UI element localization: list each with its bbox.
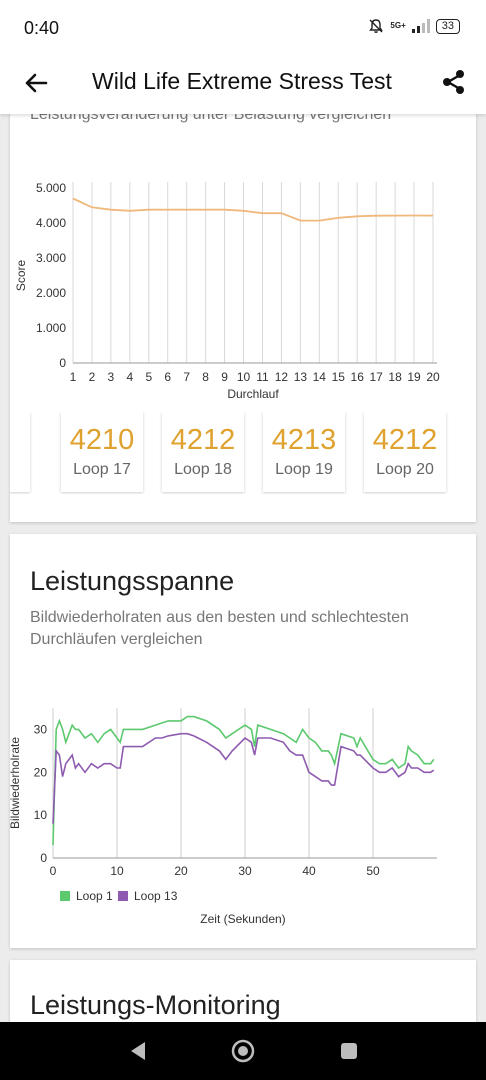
bell-off-icon <box>369 19 384 33</box>
loop-card[interactable]: 4212 Loop 20 <box>364 412 446 492</box>
x-tick-label: 9 <box>221 370 228 384</box>
x-tick-label: 7 <box>183 370 190 384</box>
back-arrow-icon[interactable] <box>22 69 50 97</box>
x-tick-label: 11 <box>256 370 269 384</box>
x-tick-label: 17 <box>369 370 383 384</box>
x-tick-label: 14 <box>313 370 327 384</box>
legend-label: Loop 1 <box>76 889 113 903</box>
y-tick-label: 20 <box>34 765 48 779</box>
x-tick-label: 15 <box>332 370 346 384</box>
loop-card[interactable]: 4210 Loop 17 <box>61 412 143 492</box>
nav-recents-icon[interactable] <box>340 1042 358 1060</box>
performance-range-card: Leistungsspanne Bildwiederholraten aus d… <box>10 534 476 948</box>
legend-swatch <box>60 891 70 901</box>
y-tick-label: 2.000 <box>36 286 66 300</box>
x-tick-label: 30 <box>238 864 252 878</box>
share-icon[interactable] <box>440 68 468 96</box>
x-tick-label: 10 <box>110 864 124 878</box>
status-bar: 0:40 5G+ 33 <box>0 0 486 56</box>
x-tick-label: 3 <box>108 370 115 384</box>
y-tick-label: 0 <box>40 851 47 865</box>
y-tick-label: 3.000 <box>36 251 66 265</box>
x-tick-label: 12 <box>275 370 289 384</box>
performance-change-card: Leistungsveränderung unter Belastung ver… <box>10 100 476 522</box>
x-tick-label: 19 <box>407 370 421 384</box>
x-tick-label: 16 <box>351 370 365 384</box>
performance-range-subtitle: Bildwiederholraten aus den besten und sc… <box>30 609 409 648</box>
x-tick-label: 18 <box>388 370 402 384</box>
loop-score: 4212 <box>170 424 236 456</box>
loop-label: Loop 19 <box>275 461 333 478</box>
x-tick-label: 6 <box>164 370 171 384</box>
signal-icon <box>411 19 430 33</box>
status-time: 0:40 <box>24 18 60 38</box>
performance-monitoring-title: Leistungs-Monitoring <box>30 990 281 1020</box>
x-tick-label: 20 <box>426 370 440 384</box>
nav-back-icon[interactable] <box>128 1040 148 1062</box>
score-chart: 1 2 3 4 5 6 7 8 9 10 11 12 13 14 15 16 17 18 19 2001.0002.0… <box>14 181 440 401</box>
loop-label: Loop 17 <box>73 461 131 478</box>
x-tick-label: 13 <box>294 370 308 384</box>
status-icons: 5G+ 33 <box>368 18 460 34</box>
loop-score: 4212 <box>372 424 438 456</box>
x-tick-label: 10 <box>237 370 251 384</box>
loop-card[interactable]: 4212 Loop 18 <box>162 412 244 492</box>
x-tick-label: 8 <box>202 370 209 384</box>
page-title: Wild Life Extreme Stress Test <box>92 68 392 94</box>
y-tick-label: 4.000 <box>36 216 66 230</box>
x-tick-label: 40 <box>302 864 316 878</box>
y-axis-label: Score <box>14 260 28 292</box>
x-tick-label: 1 <box>70 370 77 384</box>
loop-score: 4210 <box>69 424 135 456</box>
x-axis-label: Zeit (Sekunden) <box>200 912 285 926</box>
x-tick-label: 5 <box>145 370 152 384</box>
loop-card-partial[interactable] <box>10 412 30 492</box>
y-tick-label: 30 <box>34 722 48 736</box>
y-tick-label: 10 <box>34 808 48 822</box>
loop-label: Loop 20 <box>376 461 434 478</box>
series-line-2 <box>52 732 435 824</box>
loop-label: Loop 18 <box>174 461 232 478</box>
x-tick-label: 4 <box>126 370 133 384</box>
x-tick-label: 0 <box>50 864 57 878</box>
app-bar: Wild Life Extreme Stress Test <box>0 56 486 114</box>
loop-score: 4213 <box>271 424 337 456</box>
network-type: 5G+ <box>390 21 406 30</box>
x-tick-label: 50 <box>366 864 380 878</box>
y-axis-label: Bildwiederholrate <box>10 737 22 829</box>
y-tick-label: 5.000 <box>36 181 66 195</box>
x-axis-label: Durchlauf <box>227 387 279 401</box>
loop-scores-row: 4210 Loop 17 4212 Loop 18 4213 Loop 19 4… <box>10 412 476 494</box>
battery-indicator: 33 <box>435 18 460 34</box>
y-tick-label: 0 <box>59 356 66 370</box>
framerate-chart: 0 10 20 30 40 50 0 10 20 30 Bildwiederholrate Zeit … <box>10 708 437 926</box>
series-line-1 <box>52 715 435 846</box>
x-tick-label: 20 <box>174 864 188 878</box>
x-tick-label: 2 <box>89 370 96 384</box>
score-series-line <box>72 197 434 222</box>
y-tick-label: 1.000 <box>36 321 66 335</box>
performance-range-title: Leistungsspanne <box>30 566 235 596</box>
legend-label: Loop 13 <box>134 889 178 903</box>
navigation-bar <box>0 1022 486 1080</box>
legend-swatch <box>118 891 128 901</box>
loop-card[interactable]: 4213 Loop 19 <box>263 412 345 492</box>
nav-home-icon[interactable] <box>230 1038 256 1064</box>
